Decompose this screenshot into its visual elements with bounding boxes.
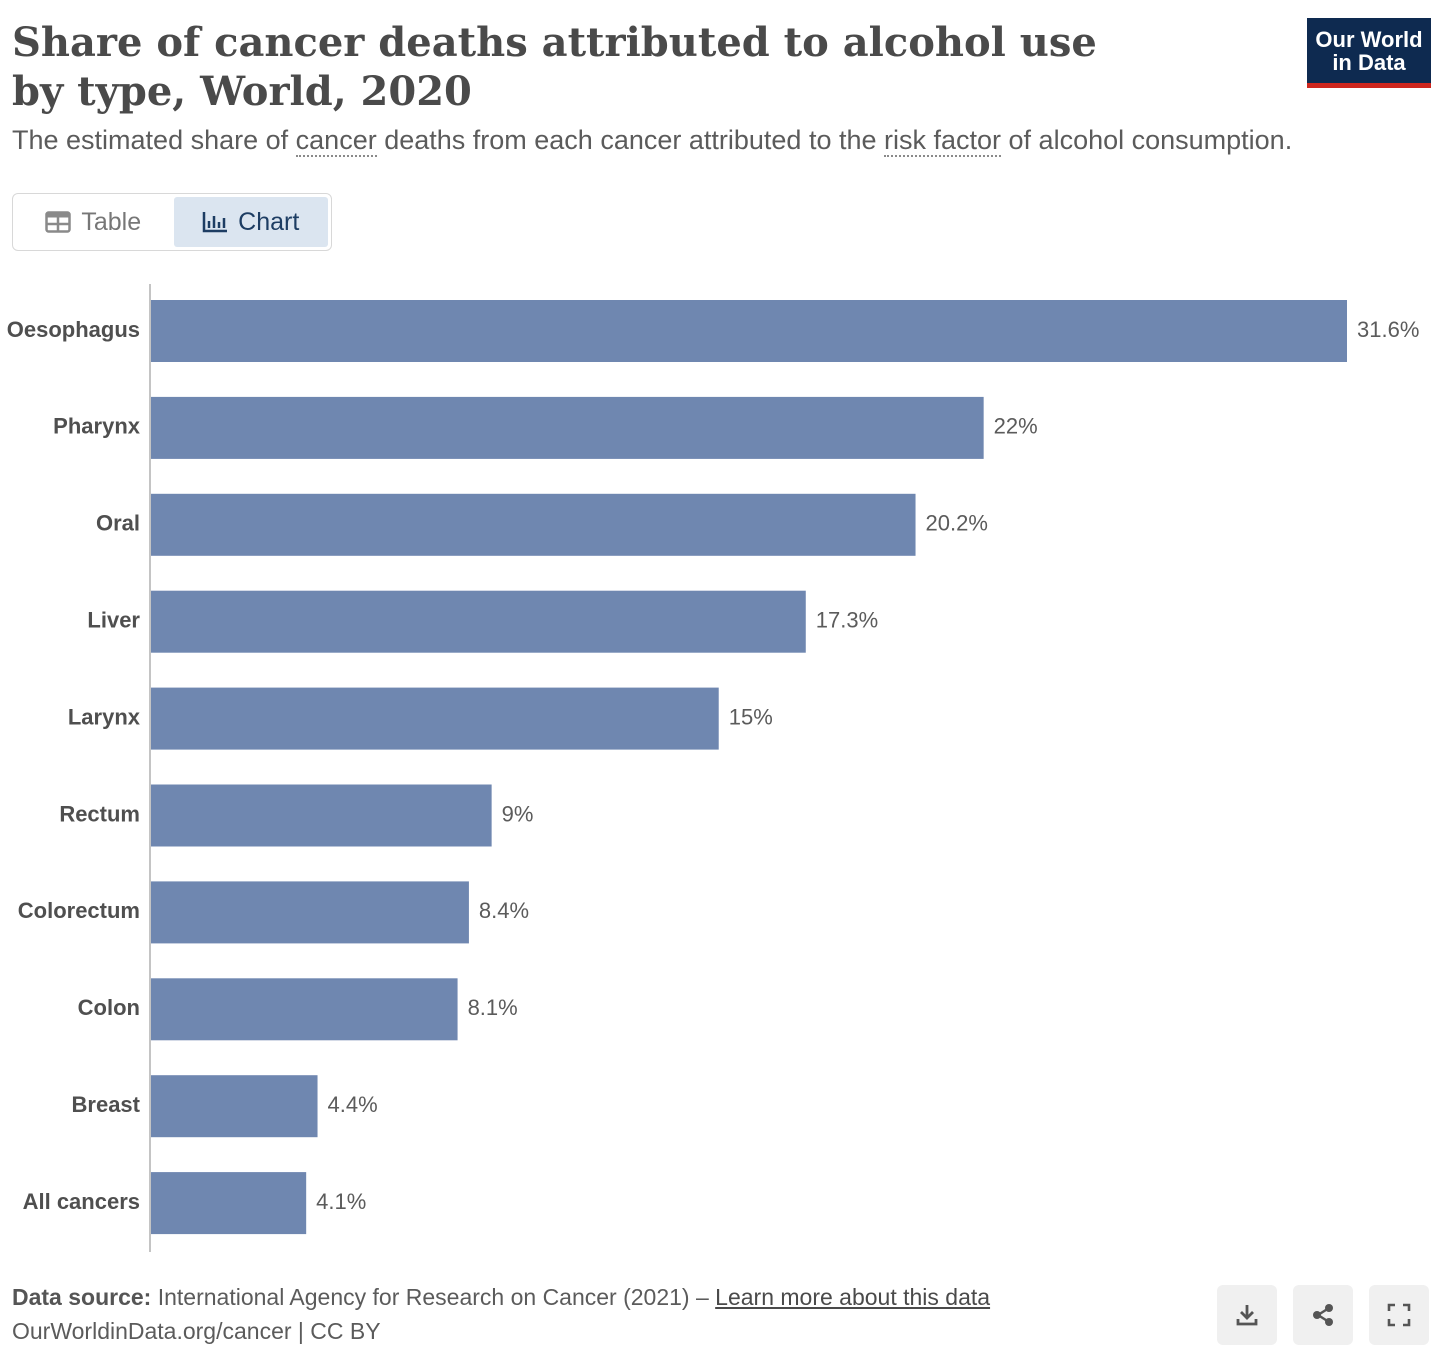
data-source-text: International Agency for Research on Can… (151, 1284, 716, 1310)
download-button[interactable] (1217, 1285, 1277, 1345)
value-label: 4.4% (328, 1092, 378, 1117)
category-label: All cancers (23, 1189, 140, 1214)
bar-oesophagus[interactable] (151, 300, 1347, 362)
tab-chart[interactable]: Chart (173, 197, 328, 247)
bar-pharynx[interactable] (151, 396, 984, 459)
value-label: 17.3% (816, 608, 878, 633)
tab-chart-label: Chart (238, 207, 300, 236)
subtitle-term-risk-factor[interactable]: risk factor (884, 125, 1002, 157)
chart-title: Share of cancer deaths attributed to alc… (12, 19, 1097, 115)
bar-liver[interactable] (151, 590, 806, 653)
subtitle-text-end: of alcohol consumption. (1001, 125, 1293, 155)
category-label: Liver (87, 608, 140, 633)
data-source-label: Data source: (12, 1284, 152, 1310)
share-icon (1313, 1304, 1333, 1326)
category-label: Rectum (59, 801, 140, 826)
data-source-line: Data source: International Agency for Re… (12, 1280, 990, 1314)
value-label: 15% (729, 704, 773, 729)
bar-chart-icon (202, 212, 228, 233)
logo-line-2: in Data (1332, 50, 1406, 75)
bar-oral[interactable] (151, 493, 916, 556)
value-label: 8.4% (479, 898, 529, 923)
chart-subtitle: The estimated share of cancer deaths fro… (12, 122, 1292, 158)
subtitle-text-middle: deaths from each cancer attributed to th… (376, 125, 884, 155)
subtitle-text-start: The estimated share of (12, 125, 296, 155)
bar-colorectum[interactable] (151, 881, 469, 944)
share-button[interactable] (1293, 1285, 1353, 1345)
fullscreen-icon (1387, 1303, 1411, 1327)
bar-rectum[interactable] (151, 784, 492, 847)
credit-line: OurWorldinData.org/cancer | CC BY (12, 1318, 381, 1344)
tab-table-label: Table (81, 207, 142, 236)
bar-colon[interactable] (151, 978, 458, 1041)
chart-footer: Data source: International Agency for Re… (12, 1280, 990, 1348)
learn-more-link[interactable]: Learn more about this data (715, 1284, 991, 1310)
category-label: Colorectum (18, 898, 140, 923)
value-label: 8.1% (468, 995, 518, 1020)
subtitle-term-cancer[interactable]: cancer (295, 125, 377, 157)
logo-line-1: Our World (1315, 27, 1423, 52)
category-label: Pharynx (53, 414, 141, 439)
category-label: Colon (78, 995, 140, 1020)
download-icon (1236, 1305, 1258, 1326)
bar-all-cancers[interactable] (151, 1172, 307, 1235)
table-icon (45, 211, 72, 233)
bar-breast[interactable] (151, 1075, 318, 1138)
value-label: 20.2% (926, 511, 988, 536)
tab-table[interactable]: Table (16, 197, 171, 247)
category-label: Oesophagus (7, 317, 140, 342)
value-label: 9% (502, 801, 534, 826)
value-label: 31.6% (1357, 317, 1419, 342)
view-tabs: Table Chart (12, 193, 332, 251)
fullscreen-button[interactable] (1369, 1285, 1429, 1345)
value-label: 4.1% (316, 1189, 366, 1214)
bar-chart: Oesophagus 31.6% Pharynx 22% Oral 20.2% Liver 1… (7, 284, 1419, 1252)
value-label: 22% (994, 414, 1038, 439)
category-label: Oral (96, 511, 140, 536)
bar-larynx[interactable] (151, 687, 719, 750)
owid-logo[interactable]: Our World in Data (1307, 18, 1431, 88)
category-label: Larynx (68, 704, 141, 729)
category-label: Breast (72, 1092, 141, 1117)
